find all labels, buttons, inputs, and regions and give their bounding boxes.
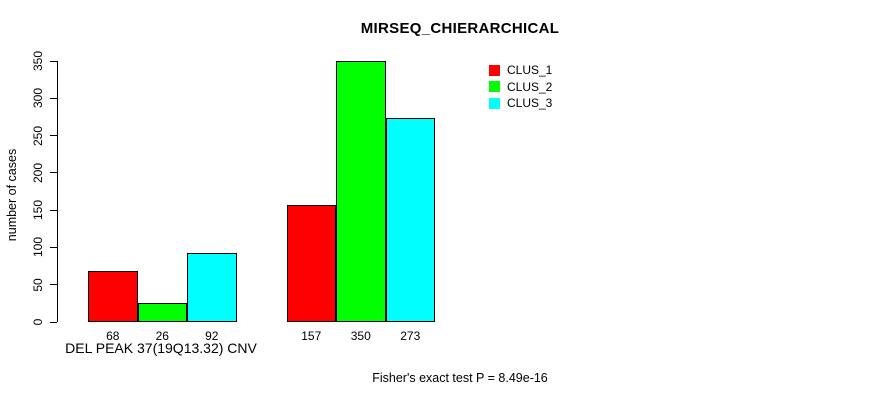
bar	[88, 271, 138, 322]
legend-label: CLUS_1	[507, 63, 553, 78]
chart-title: MIRSEQ_CHIERARCHICAL	[360, 20, 560, 37]
legend-swatch	[489, 97, 500, 109]
y-tick-label: 150	[31, 200, 45, 221]
y-tick-mark	[50, 172, 57, 174]
y-tick-label: 200	[31, 162, 45, 183]
bar-value-label: 273	[400, 329, 421, 343]
bar-value-label: 350	[350, 329, 371, 343]
bar	[187, 253, 237, 322]
bar	[286, 204, 336, 322]
legend-item: CLUS_3	[489, 95, 552, 112]
y-tick-label: 350	[31, 50, 45, 72]
bar-value-label: 157	[301, 329, 322, 343]
y-tick-mark	[50, 284, 57, 286]
bar-value-label: 68	[106, 329, 120, 343]
y-tick-mark	[50, 135, 57, 137]
legend-label: CLUS_3	[507, 96, 553, 111]
y-tick-mark	[50, 246, 57, 248]
y-tick-mark	[50, 97, 57, 99]
y-tick-mark	[50, 60, 57, 62]
bar	[336, 61, 386, 322]
bar	[385, 118, 435, 322]
legend: CLUS_1 CLUS_2 CLUS_3	[489, 62, 552, 112]
y-tick-mark	[50, 321, 57, 323]
y-tick-label: 100	[31, 237, 45, 258]
legend-label: CLUS_2	[507, 79, 553, 94]
y-axis-label: number of cases	[5, 148, 19, 242]
legend-swatch	[489, 64, 500, 76]
legend-item: CLUS_2	[489, 79, 552, 96]
y-tick-label: 250	[31, 125, 45, 146]
y-tick-label: 0	[31, 318, 45, 326]
bar-value-label: 92	[205, 329, 219, 343]
legend-swatch	[489, 81, 500, 93]
x-axis-label: DEL PEAK 37(19Q13.32) CNV	[65, 340, 257, 356]
y-tick-label: 50	[31, 278, 45, 292]
bar-value-label: 26	[155, 329, 169, 343]
legend-item: CLUS_1	[489, 62, 552, 79]
y-tick-label: 300	[31, 88, 45, 109]
y-tick-mark	[50, 209, 57, 211]
bar	[137, 302, 187, 322]
footnote: Fisher's exact test P = 8.49e-16	[372, 371, 548, 385]
y-axis-line	[57, 61, 58, 322]
